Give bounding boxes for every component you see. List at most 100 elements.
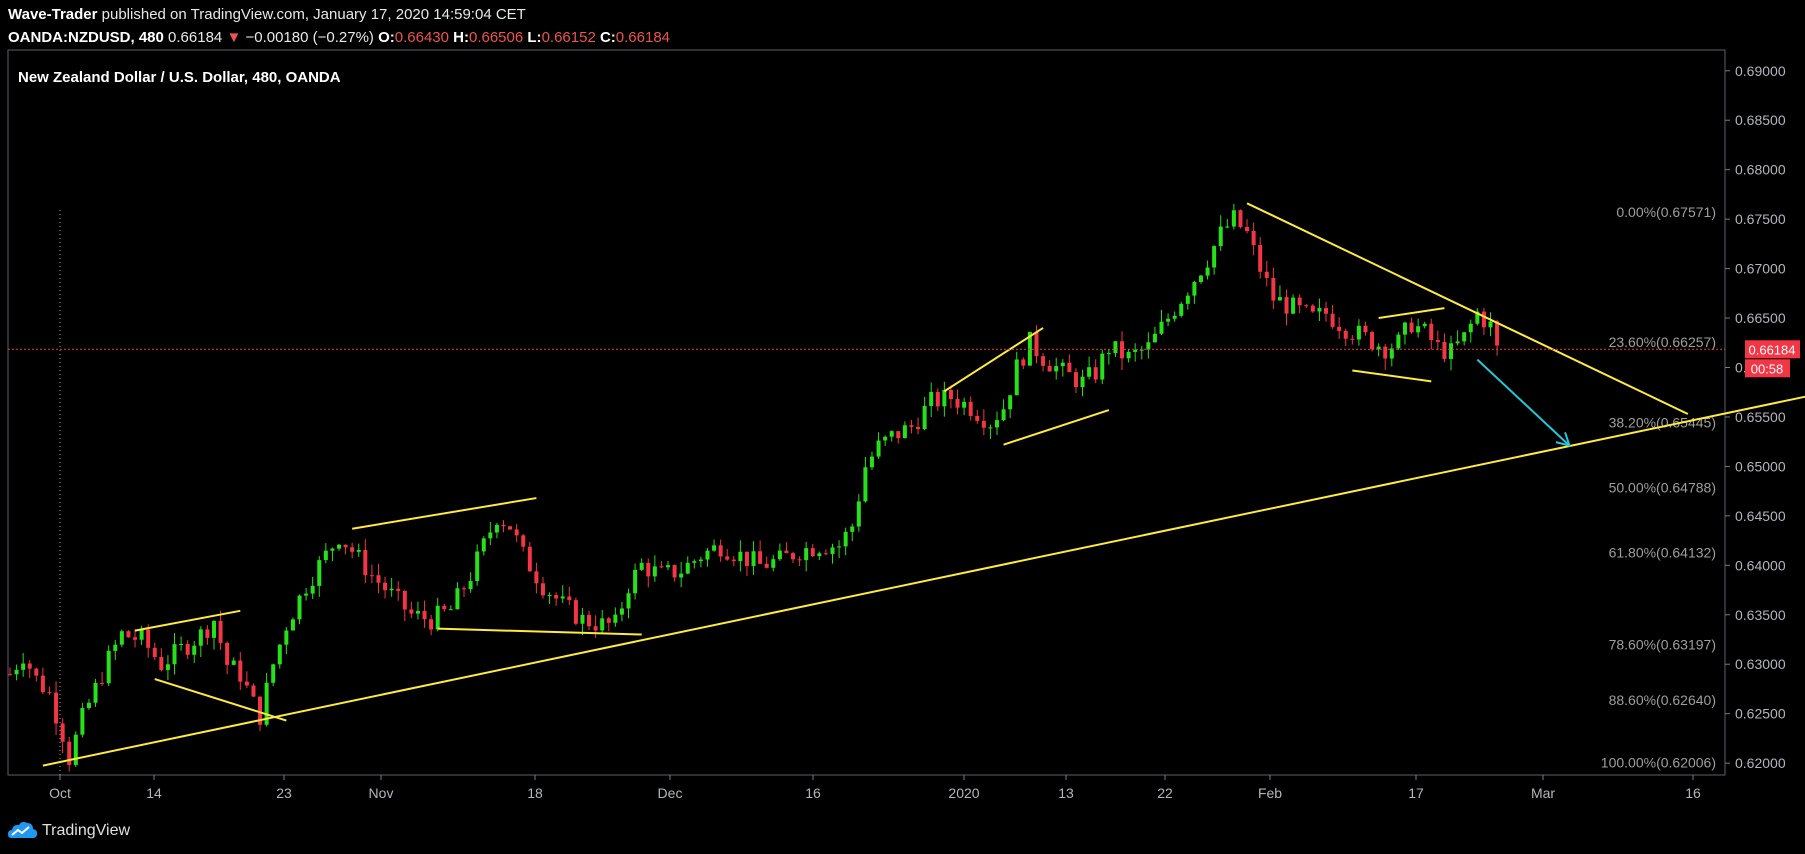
candle-up bbox=[337, 544, 341, 549]
candle-down bbox=[1297, 297, 1302, 306]
candle-up bbox=[165, 664, 170, 670]
change-value: −0.00180 (−0.27%) bbox=[245, 29, 374, 46]
candle-down bbox=[1258, 244, 1263, 272]
candle-up bbox=[1422, 323, 1427, 327]
candle-down bbox=[60, 723, 65, 742]
candle-up bbox=[1396, 334, 1401, 349]
chart-title: New Zealand Dollar / U.S. Dollar, 480, O… bbox=[18, 69, 341, 86]
candle-down bbox=[402, 590, 407, 610]
candle-up bbox=[995, 420, 999, 428]
candle-down bbox=[1429, 323, 1434, 341]
candle-down bbox=[34, 668, 39, 676]
candle-up bbox=[929, 391, 934, 406]
pattern-line bbox=[943, 327, 1044, 393]
pattern-line bbox=[1378, 307, 1445, 320]
fib-level-label: 78.60%(0.63197) bbox=[1609, 637, 1716, 653]
low-label: L: bbox=[527, 29, 542, 46]
x-tick-label: 2020 bbox=[948, 785, 979, 801]
x-tick-label: 13 bbox=[1058, 785, 1074, 801]
symbol-label: OANDA:NZDUSD, 480 bbox=[8, 29, 164, 46]
candle-up bbox=[817, 553, 822, 557]
tradingview-cloud-icon bbox=[8, 821, 38, 838]
candle-up bbox=[448, 609, 453, 611]
projection-arrow bbox=[1476, 358, 1571, 447]
candle-down bbox=[744, 551, 749, 566]
candle-down bbox=[1284, 297, 1289, 314]
candle-up bbox=[231, 660, 236, 665]
candle-up bbox=[1027, 331, 1032, 366]
candle-up bbox=[679, 573, 684, 578]
plot-frame bbox=[7, 49, 1726, 776]
fib-level-label: 88.60%(0.62640) bbox=[1609, 692, 1716, 708]
candle-up bbox=[1468, 323, 1473, 333]
candle-up bbox=[1113, 341, 1118, 354]
candle-up bbox=[80, 708, 85, 735]
y-tick-label: 0.67000 bbox=[1735, 261, 1786, 277]
candle-up bbox=[889, 431, 894, 437]
candle-up bbox=[1225, 226, 1230, 228]
tradingview-logo[interactable]: TradingView bbox=[8, 820, 130, 842]
candle-up bbox=[1159, 321, 1164, 334]
y-tick-label: 0.65500 bbox=[1735, 409, 1786, 425]
arrowhead-icon bbox=[1555, 432, 1571, 448]
candle-down bbox=[909, 425, 914, 427]
candle-up bbox=[1133, 349, 1138, 352]
candle-down bbox=[968, 401, 973, 416]
candle-down bbox=[659, 566, 664, 568]
candle-up bbox=[494, 524, 499, 533]
support-trendline bbox=[42, 395, 1805, 767]
candle-down bbox=[185, 644, 190, 655]
candle-down bbox=[1337, 326, 1342, 331]
y-tick-label: 0.62000 bbox=[1735, 755, 1786, 771]
candle-up bbox=[580, 614, 585, 624]
candle-down bbox=[916, 426, 921, 430]
close-label: C: bbox=[599, 29, 616, 46]
candle-down bbox=[1245, 226, 1250, 231]
candle-up bbox=[488, 532, 493, 539]
candle-up bbox=[613, 614, 618, 623]
candle-down bbox=[975, 415, 980, 421]
publish-info: published on TradingView.com, January 17… bbox=[101, 6, 526, 23]
candle-down bbox=[784, 550, 789, 554]
candle-up bbox=[1008, 395, 1013, 410]
x-tick-label: Oct bbox=[49, 785, 71, 801]
candle-up bbox=[1060, 362, 1065, 367]
candle-down bbox=[152, 647, 157, 658]
candle-up bbox=[698, 559, 703, 562]
tradingview-brand: TradingView bbox=[42, 822, 131, 839]
candle-up bbox=[356, 549, 361, 552]
candle-up bbox=[777, 550, 782, 560]
candle-up bbox=[633, 569, 638, 594]
candle-up bbox=[1146, 342, 1151, 350]
candle-down bbox=[146, 629, 151, 648]
candle-down bbox=[948, 389, 953, 400]
fib-level-label: 100.00%(0.62006) bbox=[1601, 755, 1716, 771]
open-label: O: bbox=[378, 29, 395, 46]
candle-up bbox=[876, 440, 881, 457]
pattern-line bbox=[154, 678, 287, 722]
candle-down bbox=[1383, 346, 1388, 359]
y-tick-label: 0.65000 bbox=[1735, 458, 1786, 474]
candle-down bbox=[8, 674, 12, 676]
x-tick-label: Mar bbox=[1531, 785, 1555, 801]
candle-down bbox=[343, 544, 348, 548]
author-name[interactable]: Wave-Trader bbox=[8, 6, 98, 23]
candle-down bbox=[758, 551, 763, 564]
candle-up bbox=[119, 631, 124, 645]
candle-down bbox=[238, 660, 243, 682]
candle-up bbox=[1166, 318, 1171, 322]
candle-down bbox=[1324, 308, 1328, 314]
candle-down bbox=[981, 420, 986, 428]
x-tick-label: 16 bbox=[805, 785, 821, 801]
candle-up bbox=[198, 629, 203, 646]
candle-up bbox=[172, 644, 177, 665]
x-tick-label: 23 bbox=[276, 785, 292, 801]
countdown-label: 00:58 bbox=[1751, 361, 1784, 376]
candle-up bbox=[21, 663, 26, 670]
candle-up bbox=[481, 538, 486, 552]
low-value: 0.66152 bbox=[541, 29, 596, 46]
candle-down bbox=[567, 596, 572, 601]
fib-level-label: 38.20%(0.65445) bbox=[1609, 414, 1716, 430]
candle-down bbox=[672, 565, 677, 578]
